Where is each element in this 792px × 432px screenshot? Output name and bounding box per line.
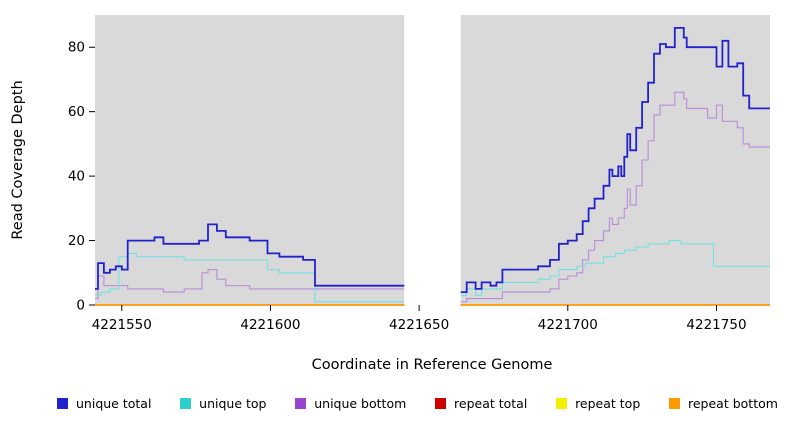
legend-label-unique-bottom: unique bottom [314,396,407,411]
series-unique-total [95,223,405,290]
x-axis-title: Coordinate in Reference Genome [312,357,553,373]
series-unique-bottom [95,269,405,300]
series-unique-bottom [460,91,770,303]
series-unique-top [95,252,405,303]
legend-swatch-repeat-bottom-icon [669,398,680,409]
y-tick-label: 20 [68,233,85,249]
x-tick-label: 4221650 [389,317,449,333]
y-tick-label: 0 [76,298,85,314]
x-tick-label: 4221600 [240,317,300,333]
legend-item-unique-top: unique top [180,396,266,411]
legend-swatch-unique-total-icon [57,398,68,409]
legend-label-repeat-bottom: repeat bottom [688,396,778,411]
legend-swatch-unique-bottom-icon [295,398,307,409]
series-unique-top [460,240,770,296]
masked-region [404,15,461,305]
legend-item-unique-bottom: unique bottom [295,396,406,411]
ticks-layer [89,46,717,311]
legend-label-repeat-top: repeat top [575,396,641,411]
legend-label-unique-top: unique top [199,396,267,411]
legend-item-repeat-total: repeat total [435,396,527,411]
legend-label-unique-total: unique total [76,396,152,411]
y-axis-title: Read Coverage Depth [10,80,26,239]
legend: unique total unique top unique bottom re… [0,396,792,411]
y-tick-label: 40 [68,169,85,185]
x-tick-label: 4221700 [538,317,598,333]
series-unique-total [460,27,770,293]
x-tick-label: 4221750 [686,317,746,333]
x-tick-label: 4221550 [92,317,152,333]
legend-item-unique-total: unique total [57,396,151,411]
y-tick-label: 60 [68,104,85,120]
y-tick-label: 80 [68,40,85,56]
legend-item-repeat-bottom: repeat bottom [669,396,778,411]
series-layer [95,27,770,306]
legend-swatch-unique-top-icon [180,398,192,409]
coverage-plot: 0 20 40 60 80 4221550 4221600 4221650 42… [10,15,770,373]
legend-label-repeat-total: repeat total [454,396,528,411]
legend-item-repeat-top: repeat top [556,396,640,411]
legend-swatch-repeat-top-icon [556,398,568,409]
legend-swatch-repeat-total-icon [435,398,447,409]
